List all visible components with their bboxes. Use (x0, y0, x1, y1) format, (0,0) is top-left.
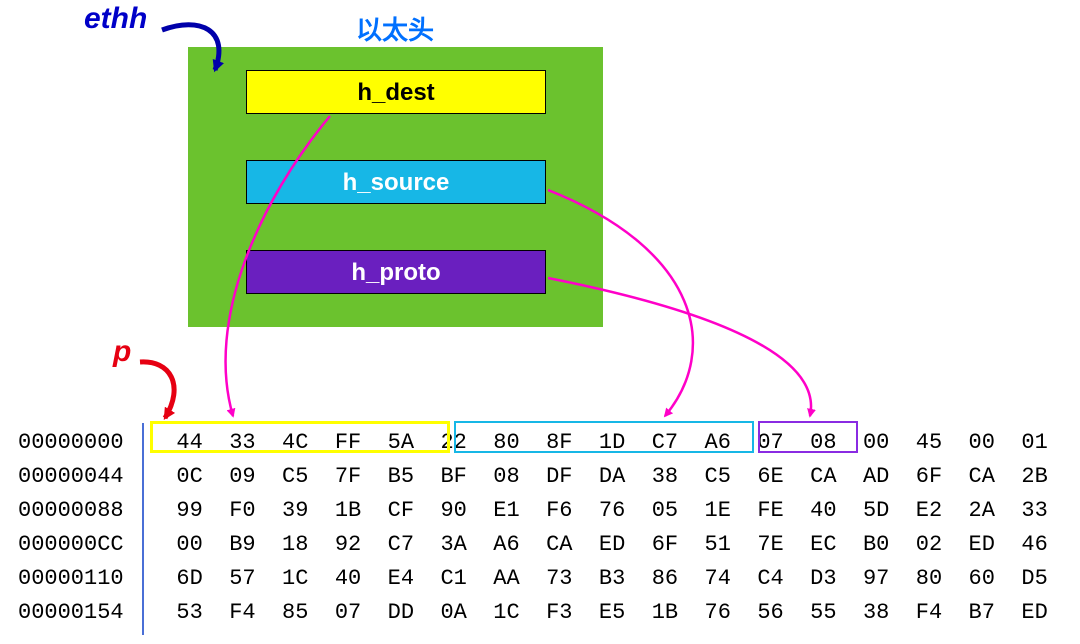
struct-title: 以太头 (356, 10, 434, 47)
p_arrow (140, 362, 174, 418)
p-pointer-label: p (113, 335, 131, 369)
highlight-h-dest (150, 421, 450, 453)
hexdump: 00000000 44 33 4C FF 5A 22 80 8F 1D C7 A… (18, 426, 1048, 630)
highlight-h-source (454, 421, 754, 453)
field-h-dest: h_dest (246, 70, 546, 114)
field-h-source: h_source (246, 160, 546, 204)
field-h-proto: h_proto (246, 250, 546, 294)
highlight-h-proto (758, 421, 858, 453)
ethh-pointer-label: ethh (84, 2, 147, 36)
